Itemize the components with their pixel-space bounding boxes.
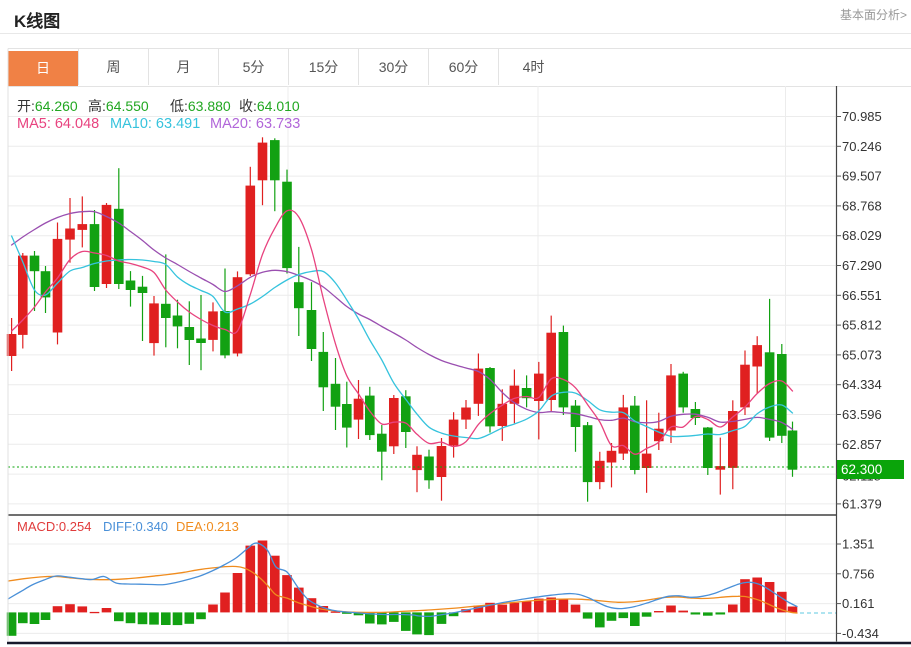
svg-text:64.334: 64.334	[842, 377, 882, 392]
svg-text:63.596: 63.596	[842, 407, 882, 422]
svg-text:70.985: 70.985	[842, 109, 882, 124]
svg-text:62.857: 62.857	[842, 437, 882, 452]
svg-text:65.812: 65.812	[842, 318, 882, 333]
svg-text:67.290: 67.290	[842, 258, 882, 273]
svg-text:62.300: 62.300	[841, 462, 882, 477]
svg-text:65.073: 65.073	[842, 347, 882, 362]
svg-text:70.246: 70.246	[842, 139, 882, 154]
svg-text:0.161: 0.161	[842, 596, 875, 611]
svg-text:-0.434: -0.434	[842, 626, 879, 641]
svg-text:68.768: 68.768	[842, 198, 882, 213]
svg-text:69.507: 69.507	[842, 169, 882, 184]
svg-text:1.351: 1.351	[842, 537, 875, 552]
svg-text:66.551: 66.551	[842, 288, 882, 303]
svg-text:61.379: 61.379	[842, 496, 882, 511]
svg-text:0.756: 0.756	[842, 566, 875, 581]
svg-text:68.029: 68.029	[842, 228, 882, 243]
